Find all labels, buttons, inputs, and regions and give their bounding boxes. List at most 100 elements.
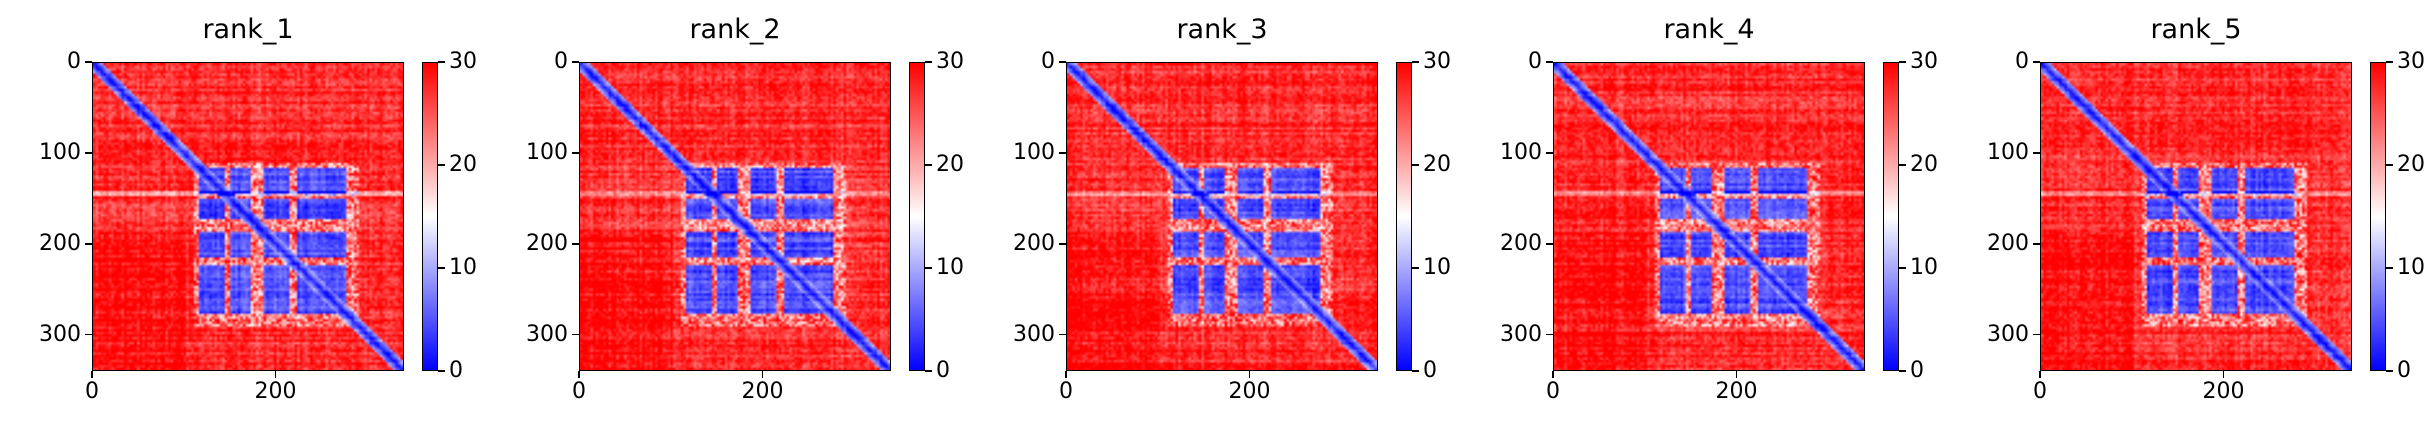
colorbar-tick-label: 30 — [1910, 49, 1938, 74]
colorbar-tick-mark — [2386, 267, 2393, 269]
colorbar-tick-mark — [438, 164, 445, 166]
y-tick-mark — [2033, 333, 2040, 336]
colorbar-tick-label: 0 — [1423, 358, 1437, 383]
y-tick-label: 0 — [2015, 49, 2029, 74]
y-tick-label: 100 — [1987, 139, 2029, 165]
colorbar-tick-label: 10 — [1910, 255, 1938, 280]
colorbar-tick-mark — [1412, 370, 1419, 372]
x-tick-label: 200 — [254, 379, 297, 404]
heatmap-axes — [579, 62, 891, 371]
x-tick-label: 200 — [1228, 379, 1271, 404]
y-tick-mark — [85, 333, 92, 336]
y-tick-label: 100 — [1500, 139, 1542, 165]
colorbar-tick-label: 0 — [936, 358, 950, 383]
colorbar-tick-label: 10 — [2397, 255, 2425, 280]
y-tick-mark — [2033, 61, 2040, 63]
colorbar — [2370, 62, 2386, 371]
colorbar-tick-mark — [2386, 61, 2393, 63]
y-tick-label: 200 — [39, 230, 81, 256]
colorbar-tick-mark — [925, 61, 932, 63]
panel-rank_3: rank_3 0 100 200 300 0 200 0 10 20 30 — [974, 0, 1461, 438]
y-tick-mark — [85, 152, 92, 154]
heatmap-axes — [2040, 62, 2352, 371]
colorbar-tick-label: 0 — [1910, 358, 1924, 383]
y-tick-mark — [1546, 61, 1553, 63]
colorbar-tick-label: 30 — [936, 49, 964, 74]
x-tick-label: 0 — [2033, 379, 2047, 404]
colorbar — [422, 62, 438, 371]
y-tick-mark — [572, 152, 579, 154]
colorbar — [1883, 62, 1899, 371]
colorbar-tick-mark — [925, 370, 932, 372]
y-tick-label: 0 — [554, 49, 568, 74]
colorbar-tick-mark — [1899, 370, 1906, 372]
colorbar-tick-mark — [1412, 61, 1419, 63]
colorbar-tick-mark — [1412, 267, 1419, 269]
colorbar-tick-label: 20 — [1423, 152, 1451, 177]
panel-title: rank_1 — [202, 14, 294, 45]
y-tick-label: 100 — [526, 139, 568, 165]
colorbar-tick-mark — [925, 267, 932, 269]
x-tick-label: 0 — [1546, 379, 1560, 404]
panel-rank_1: rank_1 0 100 200 300 0 200 0 10 20 30 — [0, 0, 487, 438]
colorbar-tick-mark — [438, 267, 445, 269]
x-tick-label: 200 — [741, 379, 784, 404]
y-tick-label: 0 — [67, 49, 81, 74]
heatmap-image — [1067, 63, 1377, 370]
colorbar-tick-mark — [1899, 61, 1906, 63]
x-tick-mark — [1065, 371, 1067, 378]
y-tick-label: 0 — [1041, 49, 1055, 74]
y-tick-mark — [85, 61, 92, 63]
x-tick-label: 0 — [572, 379, 586, 404]
colorbar-tick-mark — [2386, 164, 2393, 166]
heatmap-axes — [92, 62, 404, 371]
colorbar — [1396, 62, 1412, 371]
y-tick-mark — [85, 243, 92, 245]
y-tick-mark — [1546, 333, 1553, 336]
colorbar-tick-label: 20 — [1910, 152, 1938, 177]
y-tick-label: 300 — [1500, 321, 1542, 347]
y-tick-label: 100 — [1013, 139, 1055, 165]
colorbar-tick-label: 20 — [449, 152, 477, 177]
y-tick-mark — [1059, 333, 1066, 336]
x-tick-label: 0 — [85, 379, 99, 404]
heatmap-image — [2041, 63, 2351, 370]
colorbar-tick-mark — [925, 164, 932, 166]
y-tick-mark — [1546, 243, 1553, 245]
x-tick-label: 200 — [2202, 379, 2245, 404]
y-tick-mark — [1059, 61, 1066, 63]
y-tick-mark — [572, 333, 579, 336]
colorbar-tick-label: 0 — [2397, 358, 2411, 383]
colorbar-tick-label: 30 — [1423, 49, 1451, 74]
heatmap-image — [1554, 63, 1864, 370]
colorbar-tick-label: 30 — [2397, 49, 2425, 74]
y-tick-mark — [2033, 243, 2040, 245]
heatmap-axes — [1553, 62, 1865, 371]
y-tick-mark — [1059, 152, 1066, 154]
y-tick-mark — [572, 243, 579, 245]
x-tick-mark — [1735, 371, 1738, 378]
colorbar-tick-mark — [2386, 370, 2393, 372]
x-tick-label: 200 — [1715, 379, 1758, 404]
y-tick-mark — [1546, 152, 1553, 154]
y-tick-label: 200 — [1987, 230, 2029, 256]
y-tick-label: 200 — [1500, 230, 1542, 256]
heatmap-axes — [1066, 62, 1378, 371]
panel-rank_2: rank_2 0 100 200 300 0 200 0 10 20 30 — [487, 0, 974, 438]
y-tick-mark — [1059, 243, 1066, 245]
heatmap-image — [580, 63, 890, 370]
colorbar-tick-mark — [1412, 164, 1419, 166]
y-tick-label: 300 — [39, 321, 81, 347]
panel-rank_4: rank_4 0 100 200 300 0 200 0 10 20 30 — [1461, 0, 1948, 438]
panel-title: rank_4 — [1663, 14, 1755, 45]
colorbar-tick-label: 0 — [449, 358, 463, 383]
x-tick-mark — [2039, 371, 2041, 378]
colorbar-tick-label: 10 — [449, 255, 477, 280]
x-tick-label: 0 — [1059, 379, 1073, 404]
colorbar-tick-mark — [1899, 267, 1906, 269]
x-tick-mark — [2222, 371, 2225, 378]
panel-title: rank_5 — [2150, 14, 2242, 45]
x-tick-mark — [91, 371, 93, 378]
y-tick-label: 0 — [1528, 49, 1542, 74]
